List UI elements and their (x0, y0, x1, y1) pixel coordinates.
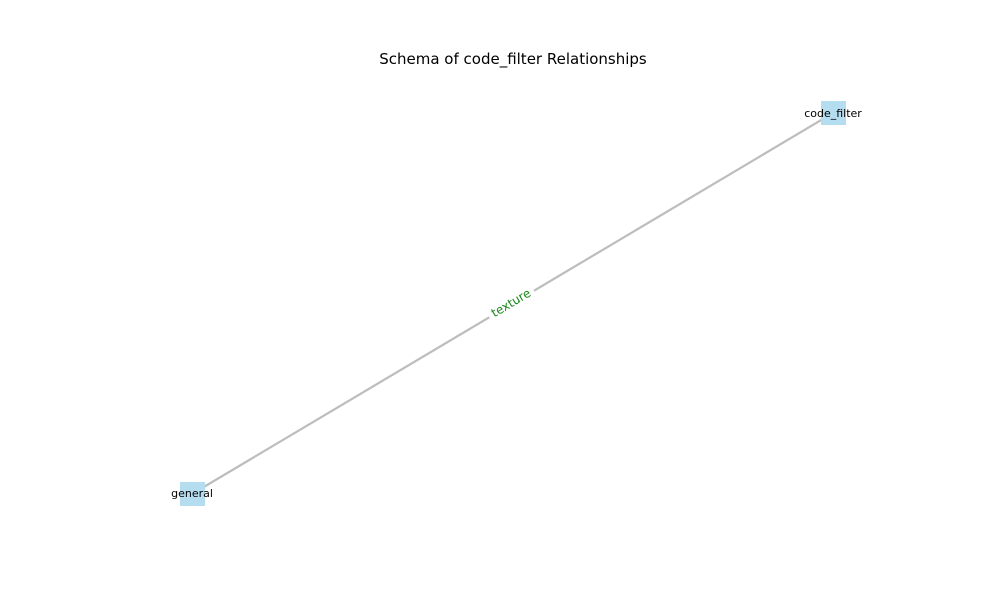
diagram-title: Schema of code_filter Relationships (379, 50, 647, 69)
node-general: general (171, 482, 213, 506)
node-code_filter: code_filter (804, 101, 862, 125)
edges-layer: texture (191, 112, 834, 495)
node-general-label: general (171, 487, 213, 500)
nodes-layer: code_filter general (171, 101, 862, 506)
node-general-box (180, 482, 205, 506)
node-code_filter-label: code_filter (804, 107, 862, 120)
node-code_filter-box (821, 101, 846, 125)
edge-label-background (484, 281, 538, 325)
edge-label-group: texture (484, 281, 538, 325)
